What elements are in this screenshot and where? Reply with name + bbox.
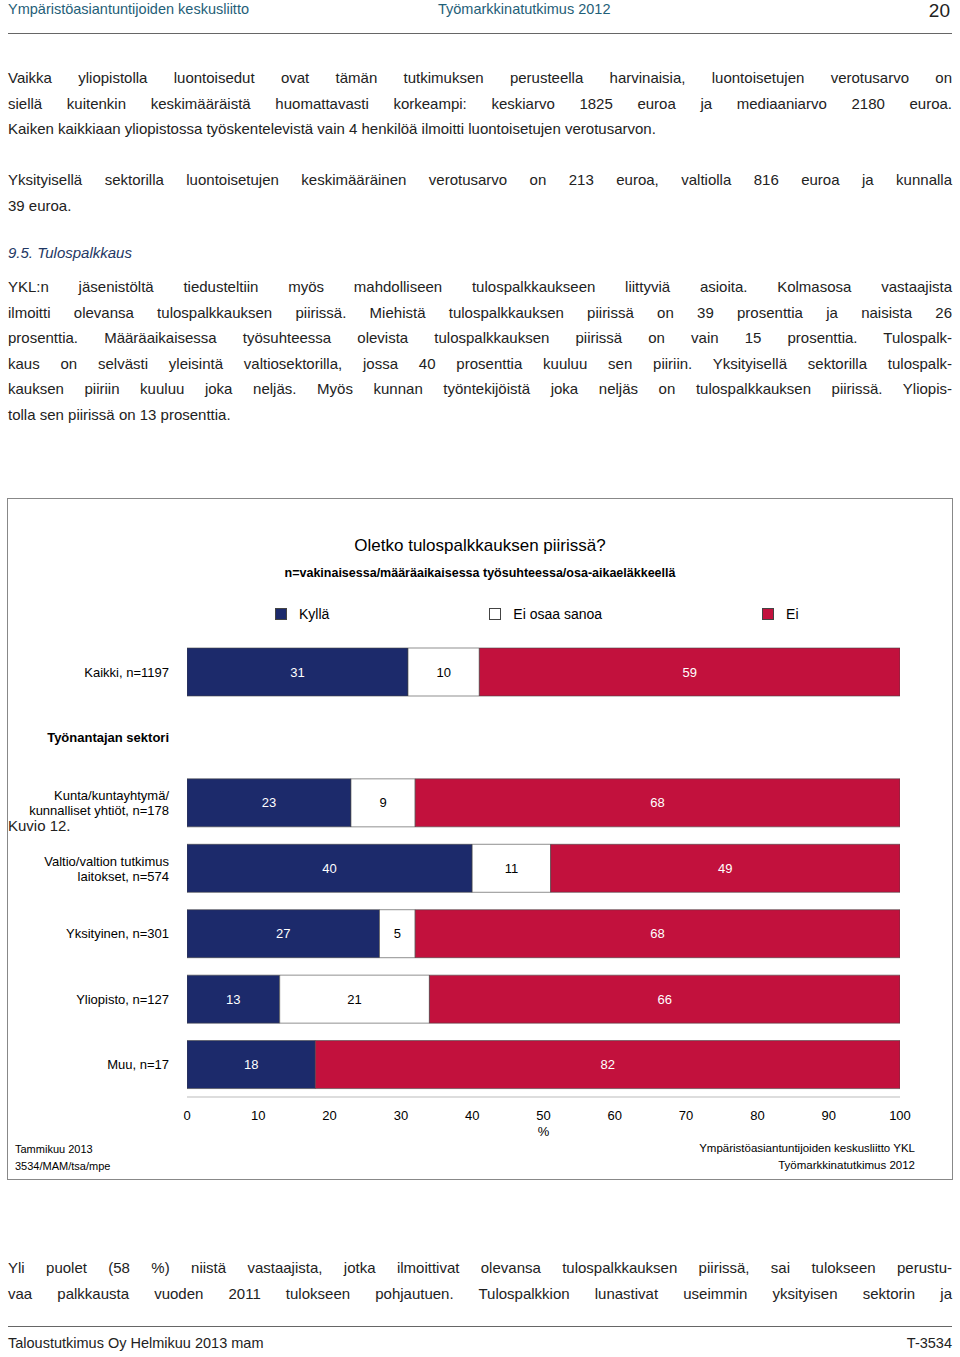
html-text:Tammikuu 2013: Tammikuu 2013 [15, 1143, 93, 1155]
html-text:T-3534: T-3534 [906, 1335, 952, 1351]
html-text:tolla sen piirissä on 13 prose: tolla sen piirissä on 13 prosenttia. [8, 405, 231, 423]
svg-text:40: 40 [465, 1108, 479, 1123]
svg-text:70: 70 [679, 1108, 693, 1123]
html-text:Kuvio 12.: Kuvio 12. [8, 817, 71, 834]
html-text:20: 20 [928, 0, 950, 21]
html-text:Ei: Ei [786, 606, 799, 622]
svg-text:49: 49 [718, 861, 732, 876]
svg-text:82: 82 [600, 1057, 614, 1072]
html-text:Vaikka yliopistolla luontoised: Vaikka yliopistolla luontoisedut ovat tä… [8, 69, 952, 86]
html-text:Kyllä: Kyllä [299, 606, 330, 622]
html-text:Työmarkkinatutkimus 2012: Työmarkkinatutkimus 2012 [778, 1159, 915, 1171]
svg-text:13: 13 [226, 992, 240, 1007]
svg-text:27: 27 [276, 926, 290, 941]
svg-text:10: 10 [436, 665, 450, 680]
svg-text:50: 50 [536, 1108, 550, 1123]
svg-text:20: 20 [322, 1108, 336, 1123]
svg-text:40: 40 [322, 861, 336, 876]
svg-text:Muu, n=17: Muu, n=17 [107, 1057, 169, 1072]
svg-text:23: 23 [262, 795, 276, 810]
html-text:kauksen piiriin kuuluu joka ne: kauksen piiriin kuuluu joka neljäs. Myös… [8, 380, 952, 397]
html-text:Ympäristöasiantuntijoiden kesk: Ympäristöasiantuntijoiden keskusliitto [8, 1, 249, 17]
html-text:Oletko tulospalkkauksen piiris: Oletko tulospalkkauksen piirissä? [354, 536, 606, 555]
svg-text:10: 10 [251, 1108, 265, 1123]
svg-text:Kaikki, n=1197: Kaikki, n=1197 [84, 664, 169, 679]
svg-text:60: 60 [608, 1108, 622, 1123]
svg-text:18: 18 [244, 1057, 258, 1072]
svg-text:80: 80 [750, 1108, 764, 1123]
html-text:kaus on selvästi yleisintä val: kaus on selvästi yleisintä valtiosektori… [8, 354, 952, 372]
html-text:n=vakinaisessa/määräaikaisessa: n=vakinaisessa/määräaikaisessa työsuhtee… [284, 566, 676, 580]
svg-text:100: 100 [889, 1108, 911, 1123]
svg-text:Työnantajan sektori: Työnantajan sektori [47, 730, 169, 745]
svg-text:9: 9 [379, 795, 386, 810]
html-text:YKL:n jäsenistöltä tiedustelti: YKL:n jäsenistöltä tiedusteltiin myös ma… [8, 278, 952, 295]
svg-text:68: 68 [650, 795, 664, 810]
svg-text:21: 21 [347, 992, 361, 1007]
svg-text:Valtio/valtion tutkimuslaitoks: Valtio/valtion tutkimuslaitokset, n=574 [44, 853, 169, 883]
svg-text:5: 5 [394, 926, 401, 941]
svg-text:0: 0 [183, 1108, 190, 1123]
html-text:ilmoitti olevansa tulospalkkau: ilmoitti olevansa tulospalkkauksen piiri… [8, 303, 952, 321]
html-text:Yli puolet (58 %) niistä vasta: Yli puolet (58 %) niistä vastaajista, jo… [8, 1259, 952, 1276]
html-text:Työmarkkinatutkimus 2012: Työmarkkinatutkimus 2012 [438, 1, 611, 17]
html-text:Yksityisellä sektorilla luonto: Yksityisellä sektorilla luontoisetujen k… [8, 171, 952, 188]
html-text:9.5. Tulospalkkaus: 9.5. Tulospalkkaus [8, 244, 132, 261]
svg-text:68: 68 [650, 926, 664, 941]
html-text:Kaiken kaikkiaan yliopistossa: Kaiken kaikkiaan yliopistossa työskentel… [8, 120, 656, 137]
svg-text:59: 59 [682, 665, 696, 680]
html-text:prosenttia. Määräaikaisessa ty: prosenttia. Määräaikaisessa työsuhteessa… [8, 329, 952, 346]
svg-text:Kunta/kuntayhtymä/kunnalliset: Kunta/kuntayhtymä/kunnalliset yhtiöt, n=… [29, 788, 169, 818]
svg-text:Yliopisto, n=127: Yliopisto, n=127 [76, 991, 169, 1006]
html-text:Taloustutkimus Oy Helmikuu 201: Taloustutkimus Oy Helmikuu 2013 mam [8, 1335, 264, 1351]
html-text:39 euroa.: 39 euroa. [8, 196, 72, 214]
svg-text:30: 30 [394, 1108, 408, 1123]
html-text:siellä kuitenkin keskimääräist: siellä kuitenkin keskimääräistä huomatta… [8, 94, 952, 112]
svg-text:66: 66 [657, 992, 671, 1007]
svg-text:Yksityinen, n=301: Yksityinen, n=301 [66, 926, 169, 941]
svg-text:90: 90 [821, 1108, 835, 1123]
svg-text:11: 11 [505, 861, 519, 876]
html-text:Ympäristöasiantuntijoiden kesk: Ympäristöasiantuntijoiden keskusliitto Y… [699, 1142, 915, 1154]
html-text:vaa palkkausta vuoden 2011 tul: vaa palkkausta vuoden 2011 tulokseen poh… [8, 1284, 952, 1302]
html-text:3534/MAM/tsa/mpe: 3534/MAM/tsa/mpe [15, 1160, 111, 1172]
html-text:Ei osaa sanoa: Ei osaa sanoa [513, 606, 603, 622]
svg-text:31: 31 [290, 665, 304, 680]
